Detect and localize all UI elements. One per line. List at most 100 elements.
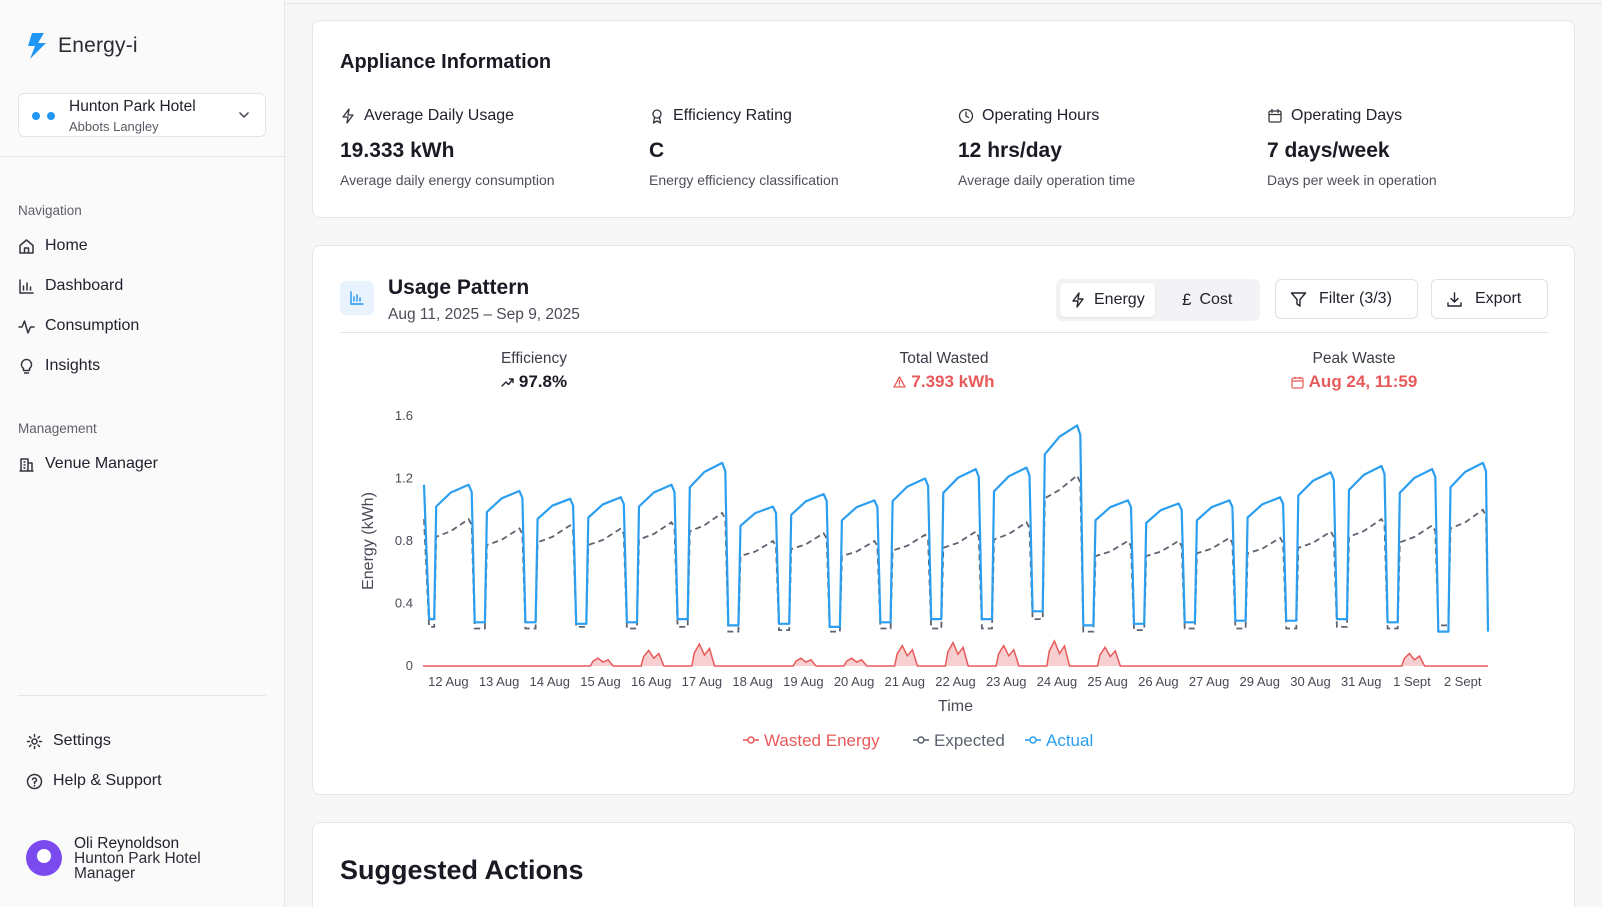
x-tick-label: 31 Aug	[1341, 674, 1382, 689]
suggested-actions-card: Suggested Actions	[312, 822, 1575, 907]
toggle-cost-label: Cost	[1199, 291, 1233, 308]
sidebar-item-label: Venue Manager	[45, 455, 158, 472]
download-icon	[1447, 291, 1462, 307]
energy-cost-toggle: Energy £ Cost	[1056, 279, 1260, 321]
stat-value: C	[649, 139, 665, 162]
calendar-icon	[1268, 108, 1282, 123]
venue-location: Abbots Langley	[69, 119, 159, 134]
clock-icon	[958, 108, 974, 124]
appliance-info-card: Appliance Information Average Daily Usag…	[312, 20, 1575, 218]
y-tick-label: 0.4	[395, 596, 413, 611]
x-tick-label: 18 Aug	[732, 674, 773, 689]
sidebar-item-label: Consumption	[45, 317, 140, 334]
x-tick-label: 27 Aug	[1189, 674, 1230, 689]
actual-line	[422, 424, 1490, 633]
sidebar-item-dashboard[interactable]: Dashboard	[18, 277, 123, 295]
toggle-energy[interactable]: Energy	[1060, 283, 1155, 317]
x-tick-label: 23 Aug	[986, 674, 1027, 689]
export-button[interactable]: Export	[1431, 279, 1548, 319]
usage-title: Usage Pattern	[388, 276, 530, 299]
sidebar-item-label: Home	[45, 237, 88, 254]
sidebar-footer-divider	[18, 695, 266, 696]
usage-header: Usage Pattern Aug 11, 2025 – Sep 9, 2025	[340, 276, 580, 324]
sidebar-item-label: Settings	[53, 732, 111, 749]
building-icon	[19, 457, 34, 472]
stat-label: Operating Days	[1291, 107, 1403, 124]
user-name: Oli Reynoldson	[74, 835, 180, 852]
x-tick-label: 19 Aug	[783, 674, 824, 689]
venue-name: Hunton Park Hotel	[69, 98, 196, 115]
nav-section-label: Navigation	[18, 203, 82, 218]
venue-status-dots	[32, 112, 55, 120]
logo-text: Energy-i	[58, 34, 138, 57]
x-tick-label: 14 Aug	[530, 674, 571, 689]
toggle-cost[interactable]: £ Cost	[1172, 283, 1242, 317]
x-tick-label: 17 Aug	[682, 674, 723, 689]
chevron-down-icon	[239, 112, 249, 119]
activity-icon	[18, 319, 35, 334]
stat-desc: Days per week in operation	[1267, 172, 1437, 188]
y-tick-label: 0	[406, 658, 413, 673]
filter-icon	[1290, 291, 1307, 307]
sidebar-item-help[interactable]: Help & Support	[26, 772, 162, 790]
stat-value: 7 days/week	[1267, 139, 1390, 162]
expected-line	[423, 473, 1489, 633]
appliance-info-title: Appliance Information	[340, 51, 552, 73]
lightning-icon	[1072, 292, 1084, 308]
stat-desc: Energy efficiency classification	[649, 172, 839, 188]
x-tick-label: 24 Aug	[1037, 674, 1078, 689]
stat-efficiency-rating: Efficiency Rating C Energy efficiency cl…	[649, 107, 949, 188]
stat-value: 12 hrs/day	[958, 139, 1062, 162]
stat-desc: Average daily operation time	[958, 172, 1136, 188]
sidebar-item-settings[interactable]: Settings	[26, 732, 111, 750]
x-axis-label: Time	[938, 698, 973, 715]
x-tick-label: 1 Sept	[1393, 674, 1431, 689]
legend-label: Actual	[1046, 731, 1093, 750]
legend-marker	[747, 736, 755, 744]
stat-label: Average Daily Usage	[364, 107, 515, 124]
filter-button[interactable]: Filter (3/3)	[1275, 279, 1418, 319]
x-tick-label: 15 Aug	[580, 674, 621, 689]
trending-up-icon	[501, 378, 514, 387]
sidebar-item-consumption[interactable]: Consumption	[18, 317, 139, 335]
x-tick-label: 25 Aug	[1087, 674, 1128, 689]
y-tick-label: 1.6	[395, 408, 413, 423]
sidebar-item-home[interactable]: Home	[18, 237, 88, 255]
x-tick-label: 29 Aug	[1240, 674, 1281, 689]
stat-average-daily-usage: Average Daily Usage 19.333 kWh Average d…	[340, 107, 640, 188]
sidebar-divider	[0, 156, 284, 157]
stat-value: 19.333 kWh	[340, 139, 455, 162]
stat-operating-hours: Operating Hours 12 hrs/day Average daily…	[958, 107, 1258, 188]
stat-desc: Average daily energy consumption	[340, 172, 555, 188]
kpi-total-wasted: Total Wasted 7.393 kWh	[844, 350, 1044, 392]
bar-chart-icon	[19, 278, 34, 294]
lightning-icon	[342, 108, 354, 124]
y-tick-label: 0.8	[395, 533, 413, 548]
x-tick-label: 13 Aug	[479, 674, 520, 689]
management-section-label: Management	[18, 421, 97, 436]
user-profile[interactable]: Oli Reynoldson Hunton Park Hotel Manager	[26, 836, 201, 881]
x-tick-label: 12 Aug	[428, 674, 469, 689]
kpi-value: 97.8%	[518, 372, 568, 391]
usage-pattern-card: Usage Pattern Aug 11, 2025 – Sep 9, 2025…	[312, 245, 1575, 795]
legend-marker	[917, 736, 925, 744]
kpi-label: Efficiency	[500, 350, 568, 367]
stat-operating-days: Operating Days 7 days/week Days per week…	[1267, 107, 1567, 188]
sidebar-item-venue-manager[interactable]: Venue Manager	[18, 455, 158, 473]
legend-label: Wasted Energy	[764, 731, 880, 750]
legend-marker	[1029, 736, 1037, 744]
home-icon	[19, 238, 34, 254]
venue-selector[interactable]: Hunton Park Hotel Abbots Langley	[18, 93, 266, 137]
award-icon	[652, 109, 662, 124]
usage-chart: 0 0.4 0.8 1.2 1.6 Energy (kWh) 12 Aug 13 Aug 14 …	[360, 408, 1490, 750]
x-tick-label: 16 Aug	[631, 674, 672, 689]
usage-header-divider	[340, 332, 1549, 333]
x-tick-label: 22 Aug	[935, 674, 976, 689]
logo[interactable]: Energy-i	[26, 32, 138, 60]
help-icon	[26, 773, 43, 789]
gear-icon	[26, 733, 43, 749]
stat-label: Operating Hours	[982, 107, 1100, 124]
kpi-efficiency: Efficiency 97.8%	[434, 350, 634, 392]
sidebar-item-insights[interactable]: Insights	[18, 357, 100, 375]
